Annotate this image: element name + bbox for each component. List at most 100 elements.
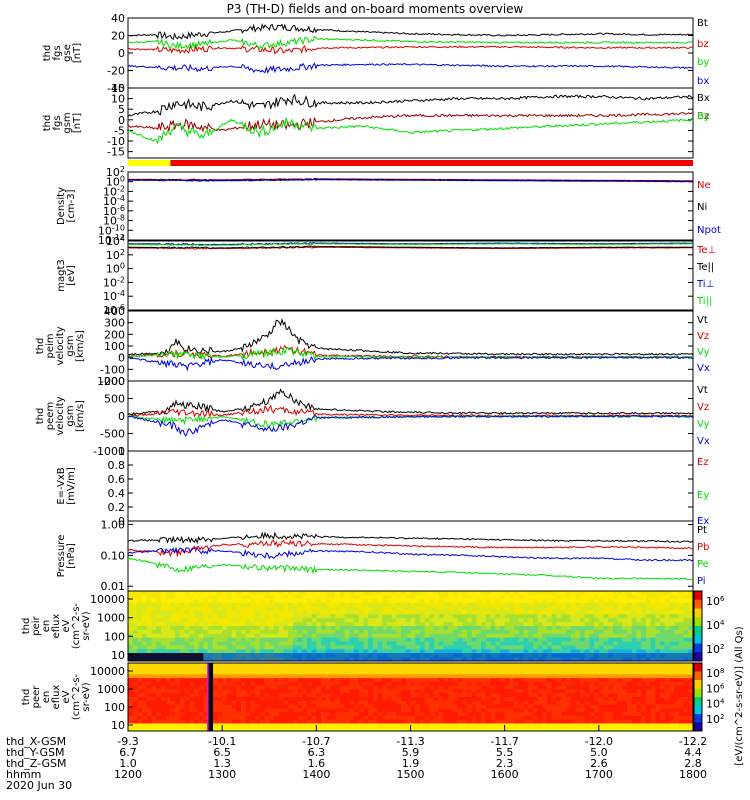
spectrogram-cell: [688, 708, 694, 713]
spectrogram-cell: [415, 685, 421, 690]
spectrogram-cell: [151, 606, 157, 611]
spectrogram-cell: [193, 700, 200, 706]
spectrogram-cell: [443, 645, 449, 650]
spectrogram-cell: [589, 641, 595, 646]
spectrogram-cell: [636, 610, 642, 615]
spectrogram-cell: [165, 723, 171, 728]
spectrogram-cell: [278, 594, 284, 600]
legend-vy: Vy: [697, 419, 710, 430]
spectrogram-cell: [142, 693, 148, 698]
spectrogram-cell: [669, 727, 675, 732]
spectrogram-cell: [631, 614, 637, 619]
spectrogram-cell: [288, 637, 294, 643]
spectrogram-cell: [490, 678, 496, 683]
spectrogram-cell: [608, 629, 614, 635]
spectrogram-cell: [537, 629, 543, 635]
spectrogram-cell: [561, 727, 567, 732]
spectrogram-cell: [288, 700, 294, 706]
spectrogram-cell: [184, 618, 190, 623]
spectrogram-cell: [179, 622, 185, 627]
spectrogram-cell: [612, 685, 619, 690]
ephemeris-value: 5.9: [402, 746, 420, 759]
spectrogram-cell: [236, 700, 242, 706]
spectrogram-cell: [241, 598, 247, 604]
spectrogram-cell: [467, 719, 473, 724]
spectrogram-cell: [306, 670, 313, 675]
spectrogram-cell: [372, 637, 379, 643]
spectrogram-cell: [146, 674, 153, 679]
spectrogram-cell: [547, 674, 553, 679]
spectrogram-cell: [264, 715, 270, 721]
spectrogram-cell: [325, 678, 331, 683]
spectrogram-cell: [631, 618, 637, 623]
spectrogram-cell: [467, 708, 473, 713]
spectrogram-cell: [137, 693, 143, 698]
spectrogram-cell: [170, 693, 176, 698]
spectrogram-cell: [504, 712, 510, 717]
spectrogram-cell: [476, 610, 482, 615]
spectrogram-cell: [570, 678, 576, 683]
spectrogram-cell: [688, 719, 694, 724]
spectrogram-cell: [339, 602, 346, 608]
spectrogram-cell: [250, 681, 256, 687]
spectrogram-cell: [179, 674, 185, 679]
spectrogram-cell: [438, 708, 444, 713]
spectrogram-cell: [594, 598, 600, 604]
series-line-vz: [127, 404, 694, 419]
spectrogram-cell: [499, 663, 506, 668]
spectrogram-cell: [565, 719, 572, 724]
y-axis-label-line: gsm: [65, 405, 76, 426]
spectrogram-cell: [570, 614, 576, 619]
y-tick-exponent: 4: [120, 234, 125, 243]
spectrogram-cell: [434, 689, 440, 694]
spectrogram-cell: [377, 633, 383, 639]
spectrogram-cell: [537, 697, 543, 702]
spectrogram-cell: [368, 629, 374, 635]
spectrogram-cell: [269, 598, 275, 604]
spectrogram-cell: [627, 645, 633, 650]
spectrogram-cell: [415, 678, 421, 683]
spectrogram-cell: [584, 637, 590, 643]
spectrogram-cell: [443, 594, 449, 600]
spectrogram-cell: [292, 674, 298, 679]
spectrogram-cell: [189, 633, 195, 639]
spectrogram-cell: [565, 598, 572, 604]
spectrogram-cell: [203, 678, 209, 683]
spectrogram-cell: [193, 645, 200, 650]
spectrogram-cell: [198, 674, 204, 679]
spectrogram-cell: [457, 598, 463, 604]
spectrogram-cell: [297, 723, 303, 728]
spectrogram-cell: [217, 641, 223, 646]
spectrogram-cell: [368, 708, 374, 713]
spectrogram-cell: [481, 622, 487, 627]
spectrogram-cell: [368, 697, 374, 702]
spectrogram-cell: [401, 663, 407, 668]
spectrogram-cell: [179, 637, 185, 643]
spectrogram-cell: [518, 602, 524, 608]
legend-vx: Vx: [697, 363, 710, 374]
spectrogram-cell: [160, 645, 167, 650]
spectrogram-cell: [683, 708, 689, 713]
spectrogram-cell: [316, 622, 322, 627]
spectrogram-cell: [495, 598, 501, 604]
spectrogram-cell: [448, 704, 454, 709]
spectrogram-cell: [495, 685, 501, 690]
spectrogram-cell: [570, 666, 576, 672]
y-axis-label-line: eflux: [51, 614, 62, 639]
spectrogram-cell: [189, 618, 195, 623]
spectrogram-cell: [608, 626, 614, 631]
spectrogram-cell: [612, 700, 619, 706]
y-tick-label: 0.8: [108, 459, 126, 472]
spectrogram-cell: [363, 681, 369, 687]
spectrogram-cell: [641, 594, 647, 600]
spectrogram-cell: [368, 727, 374, 732]
spectrogram-cell: [584, 591, 590, 596]
spectrogram-cell: [208, 610, 214, 615]
spectrogram-cell: [259, 606, 266, 611]
spectrogram-cell: [278, 678, 284, 683]
spectrogram-cell: [273, 674, 280, 679]
spectrogram-cell: [476, 727, 482, 732]
spectrogram-cell: [471, 622, 477, 627]
spectrogram-cell: [678, 674, 685, 679]
